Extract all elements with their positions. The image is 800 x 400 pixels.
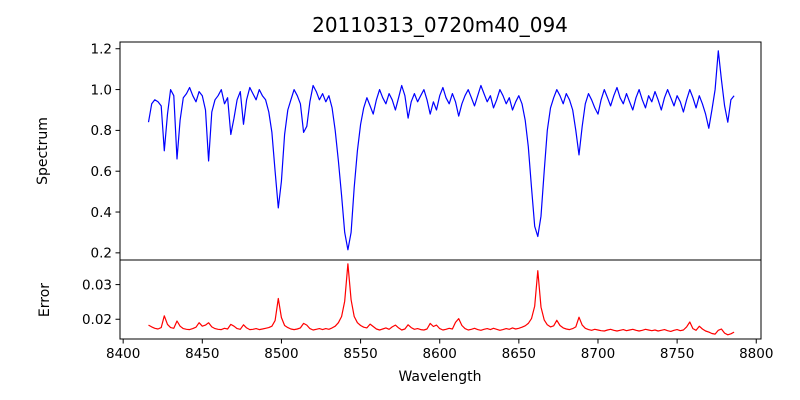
x-axis-label: Wavelength <box>398 369 481 385</box>
x-tick-label: 8700 <box>581 346 615 362</box>
y-tick-label: 1.2 <box>91 42 112 58</box>
y-tick-label: 0.2 <box>91 246 112 262</box>
spectrum-plot-border <box>119 41 762 261</box>
y-tick-label: 0.8 <box>91 123 112 139</box>
x-tick-label: 8450 <box>185 346 219 362</box>
y-axis-label-error: Error <box>37 283 53 317</box>
y-tick-label: 1.0 <box>91 82 112 98</box>
plot-title: 20110313_0720m40_094 <box>312 13 568 37</box>
y-tick-label: 0.02 <box>82 312 112 328</box>
y-axis-label-spectrum: Spectrum <box>35 117 51 185</box>
error-line <box>148 263 735 336</box>
x-tick-label: 8800 <box>739 346 773 362</box>
chart-layer: 0.2 0.4 0.6 0.8 1.0 1.2 0.02 0.03 8400 8450 8500 85… <box>82 41 773 362</box>
x-tick-label: 8600 <box>423 346 457 362</box>
x-tick-label: 8650 <box>502 346 536 362</box>
x-tick-label: 8750 <box>660 346 694 362</box>
x-tick-label: 8400 <box>106 346 140 362</box>
x-tick-label: 8500 <box>264 346 298 362</box>
spectrum-line <box>147 50 735 251</box>
y-tick-label: 0.4 <box>91 205 112 221</box>
error-plot-border <box>119 259 762 340</box>
y-tick-label: 0.03 <box>82 277 112 293</box>
x-tick-label: 8550 <box>343 346 377 362</box>
y-tick-label: 0.6 <box>91 164 112 180</box>
